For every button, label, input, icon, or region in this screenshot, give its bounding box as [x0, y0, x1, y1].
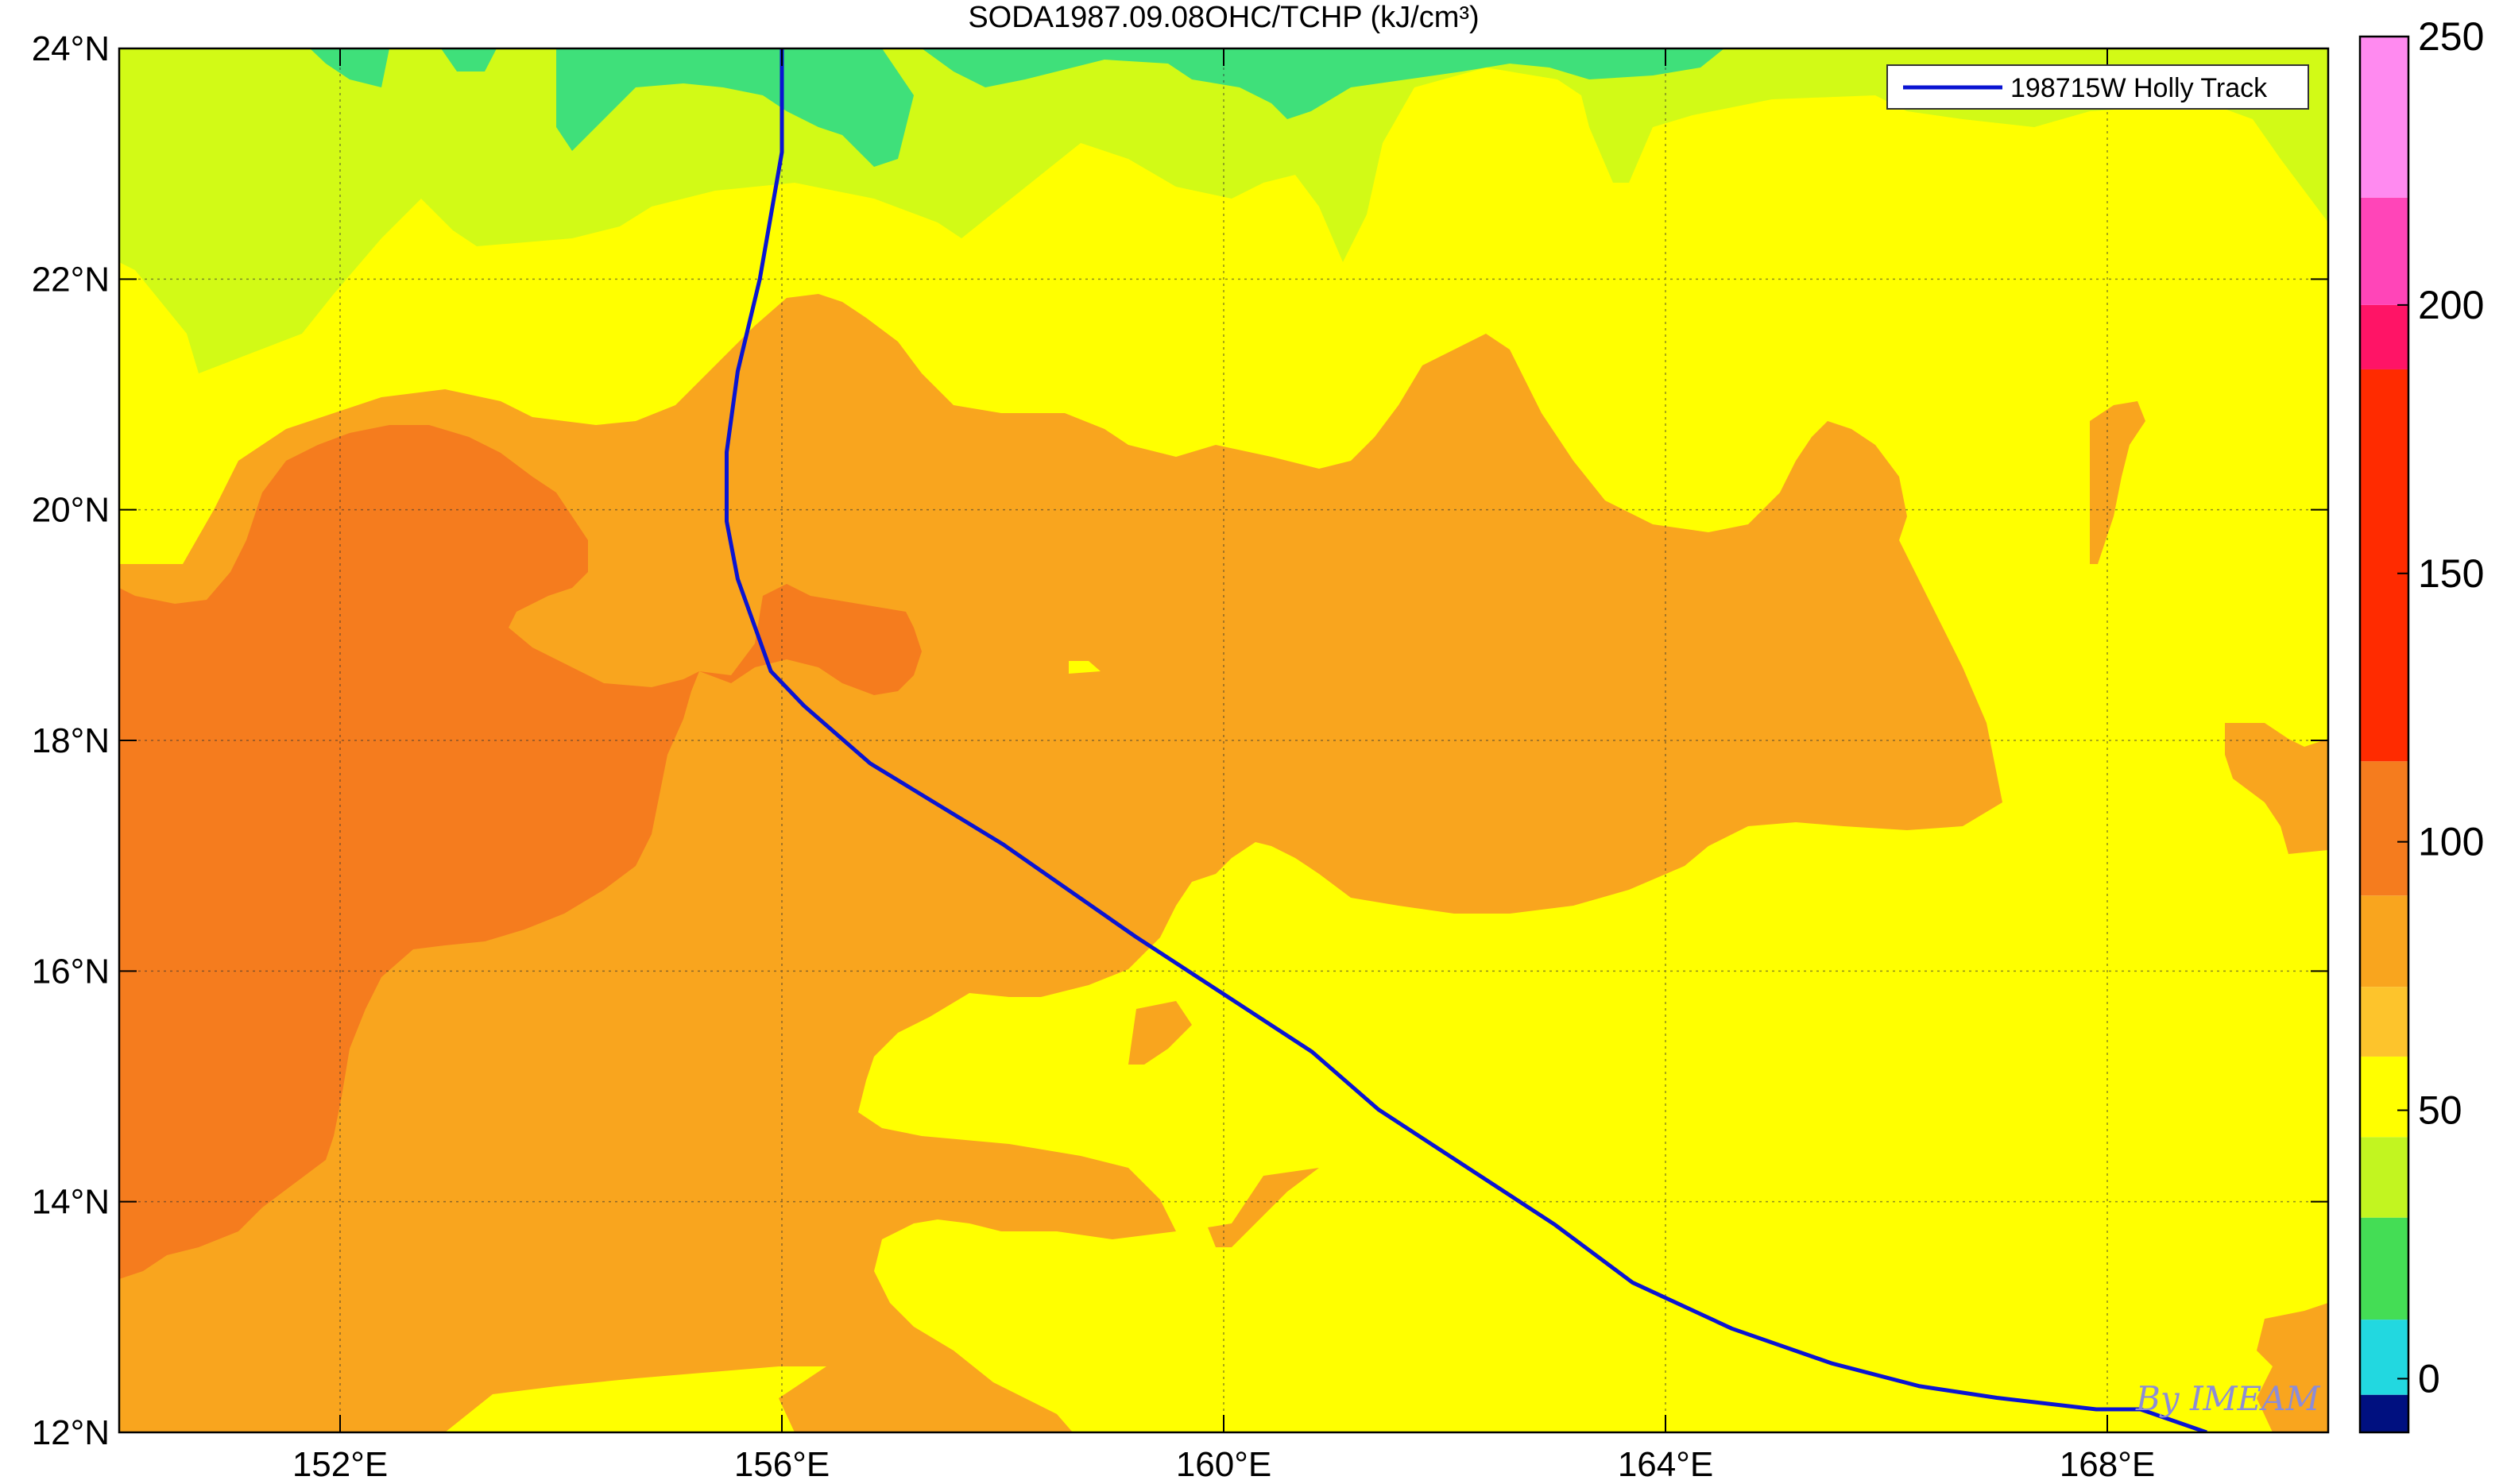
x-tick-label: 168°E: [2060, 1445, 2155, 1484]
contour-orange-east-spot-1: [2090, 401, 2145, 564]
colorbar-band: [2360, 304, 2408, 369]
colorbar-band: [2360, 895, 2408, 987]
colorbar-tick-label: 100: [2418, 820, 2484, 864]
colorbar-tick-label: 150: [2418, 551, 2484, 596]
legend-track-label: 198715W Holly Track: [2010, 73, 2268, 103]
contour-yellow-fleck: [1069, 661, 1101, 674]
x-axis-ticks: 152°E 156°E 160°E 164°E 168°E: [292, 48, 2155, 1484]
colorbar-tick-label: 0: [2418, 1356, 2440, 1401]
colorbar: [2360, 37, 2408, 1432]
contour-green-nw-2: [441, 48, 497, 71]
legend-box: 198715W Holly Track: [1886, 64, 2309, 110]
map-grid: [119, 48, 2328, 1432]
x-tick-label: 156°E: [734, 1445, 830, 1484]
y-tick-label: 22°N: [32, 260, 110, 299]
colorbar-band: [2360, 1056, 2408, 1138]
y-axis-ticks: 12°N 14°N 16°N 18°N 20°N 22°N 24°N: [32, 29, 2328, 1452]
x-tick-label: 152°E: [292, 1445, 388, 1484]
contour-green-north: [556, 48, 914, 167]
colorbar-ticks: 0 50 100 150 200 250: [2397, 14, 2484, 1401]
y-tick-label: 16°N: [32, 952, 110, 991]
contour-darkorange-track-patch: [699, 584, 922, 695]
contour-green-nw-1: [310, 48, 389, 87]
colorbar-band: [2360, 1394, 2408, 1432]
colorbar-frame: [2358, 35, 2410, 1434]
y-tick-label: 14°N: [32, 1183, 110, 1222]
colorbar-band: [2360, 197, 2408, 305]
plot-title: SODA1987.09.08OHC/TCHP (kJ/cm³): [968, 1, 1479, 34]
contour-orange-east-spot-3: [2257, 1303, 2328, 1432]
contour-orange-east-spot-2: [2225, 723, 2328, 854]
typhoon-track-line: [725, 48, 2207, 1432]
y-tick-label: 24°N: [32, 29, 110, 68]
colorbar-band: [2360, 369, 2408, 762]
colorbar-band: [2360, 1137, 2408, 1218]
x-tick-label: 160°E: [1176, 1445, 1271, 1484]
colorbar-tick-label: 250: [2418, 14, 2484, 59]
colorbar-tick-label: 200: [2418, 283, 2484, 327]
x-tick-label: 164°E: [1618, 1445, 1713, 1484]
y-tick-label: 20°N: [32, 491, 110, 530]
colorbar-band: [2360, 1320, 2408, 1395]
colorbar-band: [2360, 761, 2408, 896]
colorbar-band: [2360, 1217, 2408, 1320]
contour-orange-mid-spot-1: [1128, 1001, 1192, 1065]
y-tick-label: 18°N: [32, 721, 110, 760]
contour-green-northeast: [922, 48, 1724, 119]
contour-lime-north: [119, 48, 2328, 373]
contour-orange-main: [119, 294, 2002, 1432]
contour-darkorange-west: [119, 425, 699, 1279]
colorbar-band: [2360, 987, 2408, 1057]
colorbar-tick-label: 50: [2418, 1088, 2462, 1133]
y-tick-label: 12°N: [32, 1413, 110, 1452]
contour-orange-mid-spot-2: [1208, 1168, 1319, 1247]
colorbar-band: [2360, 37, 2408, 198]
imeam-watermark: By IMEAM: [2135, 1379, 2321, 1418]
